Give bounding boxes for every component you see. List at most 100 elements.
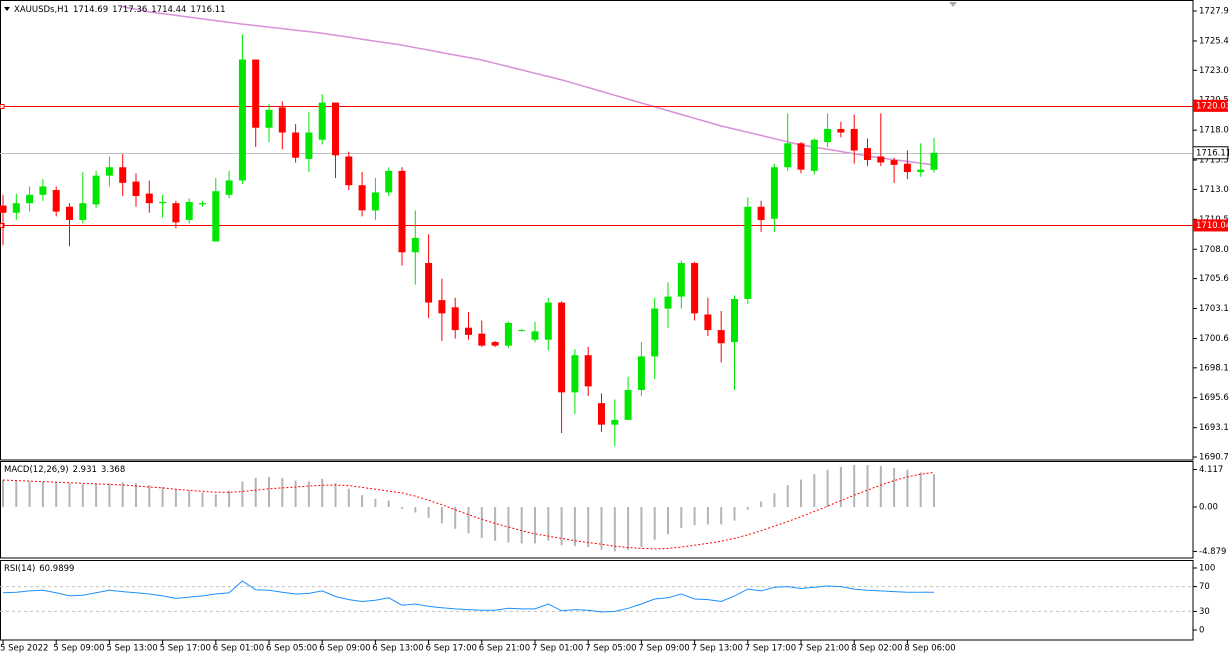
candle-body [757, 206, 765, 220]
x-tick-label: 5 Sep 09:00 [53, 644, 104, 654]
header-part: 1716.11 [190, 5, 225, 15]
candle-body [877, 156, 885, 163]
candle-body [598, 403, 605, 425]
candle-body [903, 163, 911, 173]
candle-body [318, 102, 326, 140]
y-tick-label: 1705.60 [1199, 274, 1229, 284]
candle-body [837, 128, 845, 133]
candle-body [119, 167, 127, 183]
x-tick-label: 7 Sep 01:00 [532, 644, 583, 654]
candle-body [797, 143, 805, 170]
candle-body [345, 156, 353, 186]
horizontal-line-handle [0, 104, 5, 109]
candle-body [930, 152, 938, 170]
candle-body [371, 192, 379, 211]
candle-body [265, 109, 273, 128]
candle-body [744, 206, 752, 299]
candle-body [584, 355, 592, 387]
panel-header: RSI(14) 60.9899 [4, 564, 74, 574]
y-tick-label: 1700.60 [1199, 334, 1229, 344]
candle-body [199, 203, 206, 205]
y-tick-label: 0 [1199, 626, 1204, 636]
rsi-frame [0, 560, 1194, 641]
y-tick-label: 1727.95 [1199, 7, 1229, 17]
x-tick-label: 6 Sep 17:00 [426, 644, 477, 654]
candle-body [292, 132, 300, 158]
candle-body [531, 331, 539, 340]
header-part: 60.9899 [39, 564, 74, 574]
header-part: 1714.44 [151, 5, 186, 15]
x-tick-label: 5 Sep 2022 [0, 644, 48, 654]
y-tick-label: 4.117 [1199, 465, 1223, 475]
candle-body [784, 143, 792, 168]
candle-body [52, 190, 60, 212]
macd-frame [0, 461, 1194, 559]
x-tick-label: 7 Sep 13:00 [692, 644, 743, 654]
candle-body [571, 355, 579, 393]
y-tick-label: 1718.00 [1199, 126, 1229, 136]
candle-body [145, 193, 153, 204]
candle-body [890, 160, 898, 165]
price-tag-label: 1710.04 [1196, 221, 1229, 231]
y-tick-label: 1715.50 [1199, 156, 1229, 166]
price-tag [1193, 219, 1228, 232]
candle-body [558, 302, 566, 393]
header-part: XAUUSDs,H1 [14, 5, 69, 15]
candle-body [185, 201, 193, 220]
x-tick-label: 7 Sep 09:00 [638, 644, 689, 654]
x-tick-label: 7 Sep 17:00 [745, 644, 796, 654]
candle-body [504, 322, 512, 346]
candle-body [770, 167, 778, 219]
candle-body [651, 308, 659, 357]
candle-body [12, 203, 20, 213]
candle-body [278, 107, 286, 133]
candle-body [425, 263, 433, 303]
candle-body [132, 181, 140, 196]
candle-body [172, 203, 180, 223]
y-tick-label: 1725.45 [1199, 36, 1229, 46]
candle-body [465, 327, 472, 335]
candle-body [438, 300, 446, 314]
x-tick-label: 6 Sep 05:00 [266, 644, 317, 654]
x-tick-label: 5 Sep 13:00 [106, 644, 157, 654]
x-tick-label: 6 Sep 21:00 [479, 644, 530, 654]
candle-body [252, 59, 260, 128]
candle-body [677, 263, 685, 297]
candle-body [358, 185, 366, 211]
candle-body [731, 298, 738, 343]
horizontal-line-handle [0, 223, 5, 228]
y-tick-label: 0.00 [1199, 502, 1218, 512]
candle-body [79, 203, 87, 220]
y-tick-label: 100 [1199, 564, 1215, 574]
price-tag-label: 1716.11 [1196, 148, 1229, 158]
x-tick-label: 6 Sep 01:00 [213, 644, 264, 654]
y-tick-label: 70 [1199, 582, 1210, 592]
candle-body [39, 186, 47, 195]
menu-arrow[interactable] [4, 7, 10, 11]
candle-body [26, 194, 34, 204]
candle-body [824, 128, 832, 143]
candle-body [864, 148, 871, 161]
candle-body [105, 167, 113, 176]
candle-body [225, 180, 233, 195]
candle-body [238, 59, 246, 181]
candle-body [704, 314, 712, 331]
candle-body [332, 102, 339, 156]
y-tick-label: 1693.15 [1199, 423, 1229, 433]
candle-body [159, 201, 167, 204]
candle-body [544, 302, 552, 340]
header-part: RSI(14) [4, 564, 35, 574]
x-tick-label: 8 Sep 06:00 [904, 644, 955, 654]
panel-header: XAUUSDs,H1 1714.69 1717.36 1714.44 1716.11 [14, 5, 226, 15]
y-tick-label: 1695.65 [1199, 393, 1229, 403]
y-tick-label: 30 [1199, 607, 1210, 617]
candle-body [664, 296, 672, 309]
y-tick-label: -4.879 [1199, 547, 1226, 557]
y-tick-label: 1708.05 [1199, 245, 1229, 255]
candle-body [624, 389, 632, 420]
x-tick-label: 7 Sep 21:00 [798, 644, 849, 654]
price-tag [1192, 146, 1229, 160]
candle-body [810, 139, 818, 171]
header-part: 1717.36 [112, 5, 147, 15]
